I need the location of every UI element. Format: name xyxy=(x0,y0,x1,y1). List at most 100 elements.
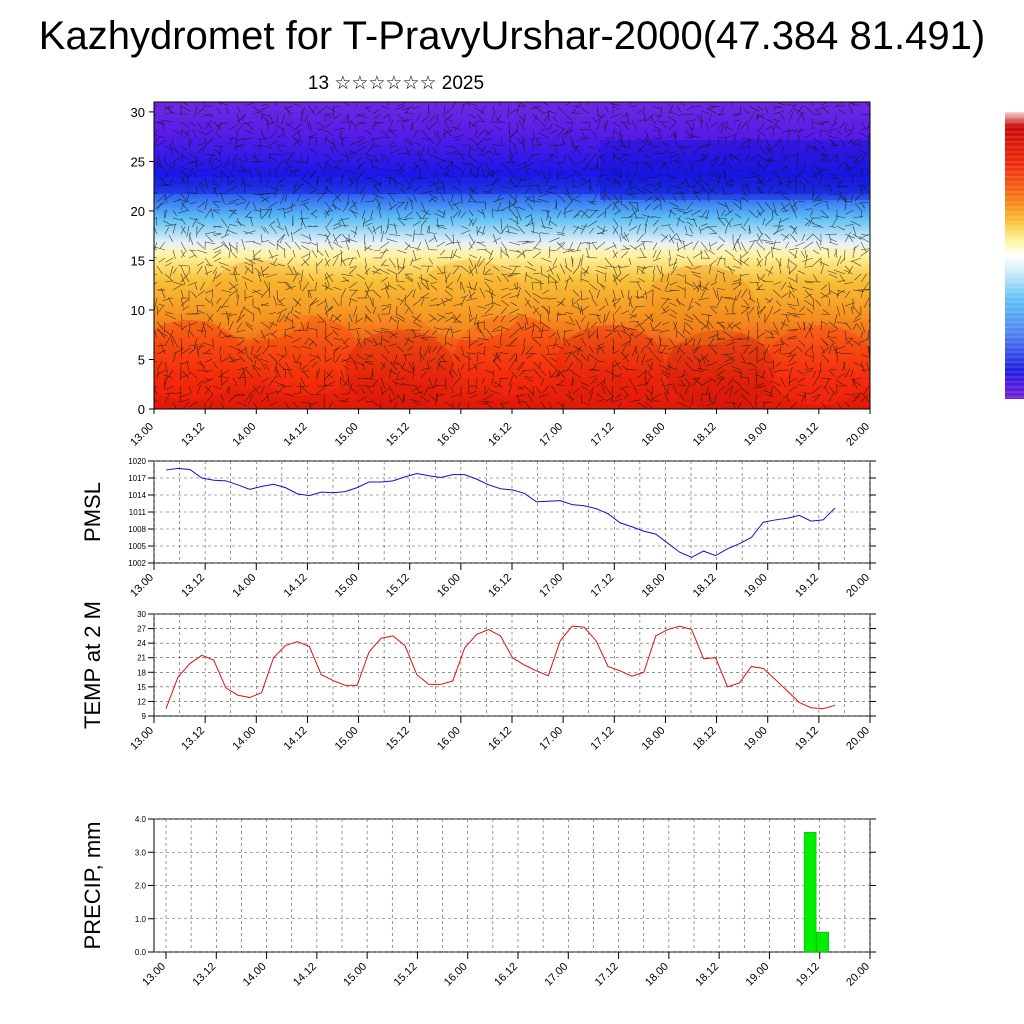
wind-barb xyxy=(625,185,638,191)
wind-barb xyxy=(668,133,675,139)
wind-barb xyxy=(710,121,718,128)
wind-barb xyxy=(836,305,841,317)
wind-barb xyxy=(604,329,617,332)
wind-barb xyxy=(854,137,862,142)
wind-barb xyxy=(300,106,306,115)
wind-barb xyxy=(380,388,390,395)
wind-barb xyxy=(564,337,571,347)
wind-barb xyxy=(611,297,622,302)
wind-barb xyxy=(416,113,422,121)
wind-barb xyxy=(428,121,438,130)
wind-barb xyxy=(444,289,453,297)
wind-barb xyxy=(604,265,615,268)
wind-barb xyxy=(408,361,414,371)
wind-barb xyxy=(777,102,790,107)
wind-barb xyxy=(777,217,782,229)
wind-barb xyxy=(172,267,178,275)
wind-barb xyxy=(693,265,702,270)
wind-barb xyxy=(404,118,413,123)
wind-barb xyxy=(692,347,699,355)
wind-barb xyxy=(740,353,746,362)
wind-barb xyxy=(631,345,638,357)
wind-barb xyxy=(723,331,734,339)
wind-barb xyxy=(412,230,415,243)
wind-barb xyxy=(772,308,781,315)
x-tick-label: 16.00 xyxy=(442,961,470,989)
wind-barb xyxy=(786,303,798,307)
wind-barb xyxy=(773,281,782,285)
wind-barb xyxy=(700,241,709,252)
wind-barb xyxy=(756,306,766,315)
wind-barb xyxy=(444,169,450,179)
wind-barb xyxy=(733,379,742,387)
wind-barb xyxy=(352,199,358,211)
wind-barb xyxy=(758,191,766,195)
wind-barb xyxy=(308,358,316,363)
wind-barb xyxy=(756,105,764,110)
heatmap-blob xyxy=(555,325,665,405)
wind-barb xyxy=(410,200,414,211)
wind-barb xyxy=(165,311,174,315)
wind-barb xyxy=(449,241,462,244)
wind-barb xyxy=(244,345,248,356)
wind-barb xyxy=(623,232,630,243)
wind-barb xyxy=(231,153,238,165)
wind-barb xyxy=(491,144,502,147)
wind-barb xyxy=(340,169,348,179)
wind-barb xyxy=(204,137,207,147)
wind-barb xyxy=(708,177,720,183)
wind-barb xyxy=(444,233,453,242)
wind-barb xyxy=(460,102,470,107)
wind-barb xyxy=(620,225,623,235)
wind-barb xyxy=(780,292,789,299)
wind-barb xyxy=(588,121,591,132)
wind-barb xyxy=(737,337,750,341)
wind-barb xyxy=(485,137,494,141)
x-tick-label: 19.12 xyxy=(793,725,821,753)
wind-barb xyxy=(500,161,509,170)
wind-barb xyxy=(228,353,234,364)
wind-barb xyxy=(755,393,758,404)
wind-barb xyxy=(292,103,302,107)
wind-barb xyxy=(801,257,814,262)
wind-barb xyxy=(748,105,760,112)
wind-barb xyxy=(636,321,645,332)
wind-barb xyxy=(227,335,238,339)
wind-barb xyxy=(590,321,598,328)
wind-barb xyxy=(757,342,766,347)
wind-barb xyxy=(788,289,796,299)
wind-barb xyxy=(764,393,775,398)
wind-barb xyxy=(851,260,862,267)
wind-barb xyxy=(516,209,522,221)
wind-barb xyxy=(228,345,241,351)
wind-barb xyxy=(380,304,392,307)
wind-barb xyxy=(412,321,423,328)
wind-barb xyxy=(734,113,742,117)
wind-barb xyxy=(479,287,486,299)
wind-barb xyxy=(800,251,806,259)
wind-barb xyxy=(416,241,422,252)
wind-barb xyxy=(445,241,454,246)
wind-barb xyxy=(496,275,502,283)
wind-barb xyxy=(833,249,838,257)
wind-barb xyxy=(852,305,860,315)
wind-barb xyxy=(787,361,798,366)
wind-barb xyxy=(460,144,470,147)
wind-barb xyxy=(452,233,454,245)
x-tick-label: 18.00 xyxy=(640,421,668,449)
wind-barb xyxy=(667,365,678,371)
wind-barb xyxy=(827,247,830,259)
wind-barb xyxy=(180,251,186,259)
wind-barb xyxy=(823,340,830,347)
wind-barb xyxy=(699,169,702,182)
wind-barb xyxy=(426,225,430,234)
wind-barb xyxy=(849,102,862,107)
wind-barb xyxy=(596,113,604,119)
wind-barb xyxy=(571,297,574,307)
wind-barb xyxy=(803,183,806,195)
wind-barb xyxy=(332,159,343,163)
wind-barb xyxy=(428,137,435,145)
wind-barb xyxy=(782,233,790,241)
wind-barb xyxy=(231,252,238,259)
wind-barb xyxy=(345,240,350,251)
